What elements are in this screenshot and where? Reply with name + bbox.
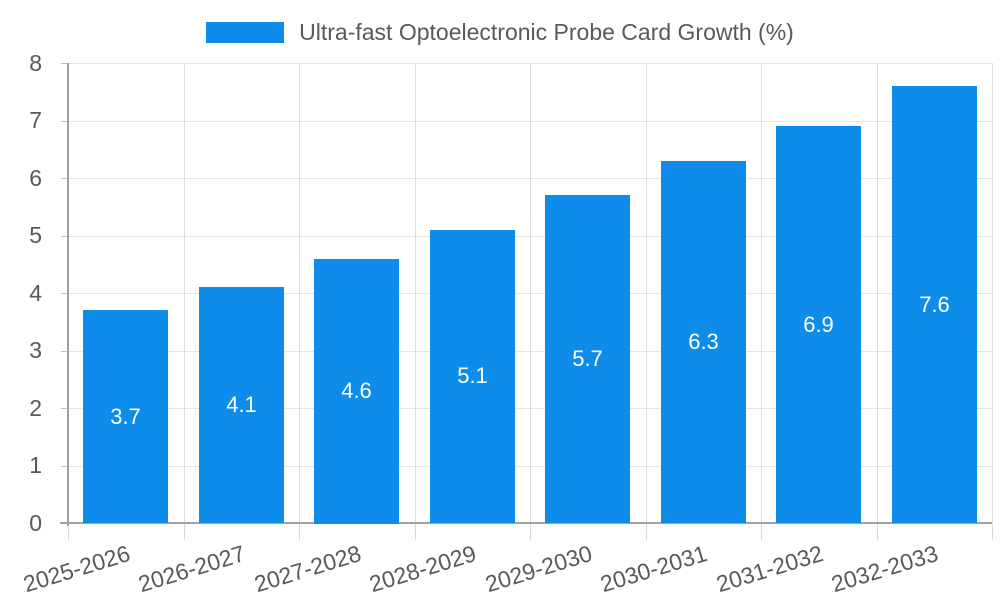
- y-tick-label: 3: [29, 337, 42, 363]
- legend-label: Ultra-fast Optoelectronic Probe Card Gro…: [299, 19, 794, 45]
- bar-value-label: 6.9: [803, 312, 834, 337]
- y-tick-mark: [61, 121, 68, 122]
- y-tick-mark: [61, 351, 68, 352]
- x-tick-mark: [992, 524, 993, 540]
- y-tick-label: 6: [29, 165, 42, 191]
- y-tick-mark: [61, 293, 68, 294]
- bar: [83, 310, 168, 523]
- x-tick-mark: [530, 524, 531, 540]
- x-gridline: [877, 63, 878, 523]
- x-tick-mark: [299, 524, 300, 540]
- bar-value-label: 7.6: [919, 292, 950, 317]
- y-tick-label: 2: [29, 395, 42, 421]
- bar-value-label: 4.6: [341, 378, 372, 403]
- bar: [661, 161, 746, 523]
- chart-legend: Ultra-fast Optoelectronic Probe Card Gro…: [0, 19, 1000, 45]
- y-tick-mark: [61, 178, 68, 179]
- bar-value-label: 3.7: [110, 404, 141, 429]
- x-tick-mark: [761, 524, 762, 540]
- legend-color-swatch: [206, 22, 285, 44]
- x-tick-mark: [184, 524, 185, 540]
- x-gridline: [415, 63, 416, 523]
- bar: [314, 259, 399, 524]
- x-gridline: [530, 63, 531, 523]
- bar-value-label: 5.1: [457, 363, 488, 388]
- bar-value-label: 5.7: [572, 346, 603, 371]
- y-tick-label: 7: [29, 107, 42, 133]
- y-tick-mark: [61, 408, 68, 409]
- x-gridline: [761, 63, 762, 523]
- bar-value-label: 4.1: [226, 392, 257, 417]
- x-tick-label-wrap: 2032-2033: [828, 540, 1000, 597]
- x-gridline: [992, 63, 993, 523]
- y-tick-label: 0: [29, 510, 42, 536]
- y-tick-label: 8: [29, 50, 42, 76]
- bar-value-label: 6.3: [688, 329, 719, 354]
- y-tick-mark: [61, 466, 68, 467]
- x-gridline: [299, 63, 300, 523]
- y-tick-label: 4: [29, 280, 42, 306]
- x-axis-line: [60, 522, 992, 524]
- y-tick-mark: [61, 63, 68, 64]
- y-axis-line: [67, 63, 69, 526]
- y-tick-label: 5: [29, 222, 42, 248]
- y-tick-mark: [61, 236, 68, 237]
- x-tick-mark: [68, 524, 69, 540]
- x-tick-mark: [877, 524, 878, 540]
- x-tick-label: 2025-2026: [20, 540, 134, 598]
- x-gridline: [184, 63, 185, 523]
- x-tick-mark: [646, 524, 647, 540]
- bar: [545, 195, 630, 523]
- y-tick-label: 1: [29, 452, 42, 478]
- bar: [892, 86, 977, 523]
- bar: [430, 230, 515, 523]
- bar: [776, 126, 861, 523]
- x-gridline: [646, 63, 647, 523]
- x-tick-mark: [415, 524, 416, 540]
- bar: [199, 287, 284, 523]
